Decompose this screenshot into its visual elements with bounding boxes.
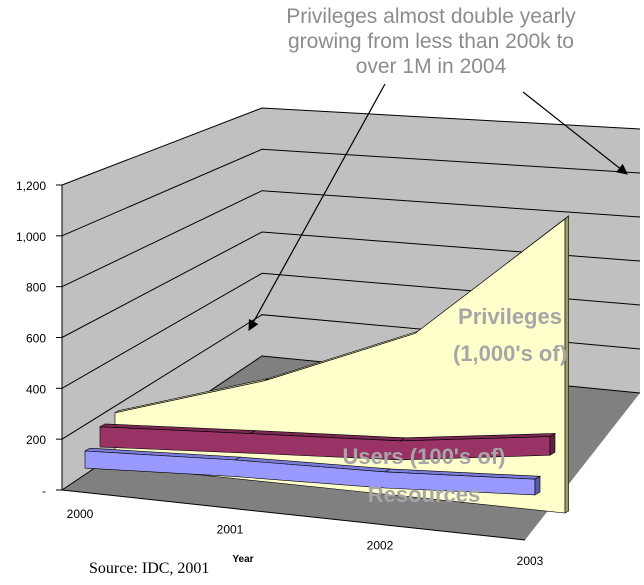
annotation-line-2: growing from less than 200k to: [288, 30, 574, 53]
y-tick-label: -: [42, 484, 46, 498]
x-tick-label: 2001: [217, 523, 244, 537]
series-resources: [83, 447, 542, 496]
series-label-users: Users (100's of): [343, 444, 506, 469]
ribbon-side: [564, 215, 569, 514]
gridline: [61, 148, 641, 237]
series-label-privileges-line-1: Privileges: [458, 304, 562, 329]
x-axis: [61, 489, 526, 541]
annotation-callout: Privileges almost double yearly growing …: [222, 4, 640, 79]
axes: - 200 400 600 800 1,000 1,200 2000 2001 2002 2003 Y…: [16, 179, 544, 568]
annotation-arrows: [248, 83, 628, 331]
left-wall: [62, 108, 262, 490]
ribbon-side: [534, 475, 541, 496]
arrow-to-2000: [248, 83, 386, 331]
annotation-line-3: over 1M in 2004: [355, 55, 507, 78]
arrow-to-2003: [522, 91, 628, 175]
annotation-line-1: Privileges almost double yearly: [286, 5, 576, 28]
y-tick-label: 1,200: [16, 179, 46, 193]
source-note: Source: IDC, 2001: [89, 560, 210, 577]
gridline: [61, 231, 641, 338]
series-label-privileges-line-2: (1,000's of): [453, 341, 567, 366]
y-tick-label: 600: [26, 332, 46, 346]
series-label-resources: Resources: [368, 482, 481, 507]
series-users: [98, 423, 557, 461]
x-tick-label: 2000: [67, 507, 94, 521]
series-ribbons: [83, 215, 569, 514]
y-tick-label: 400: [26, 382, 46, 396]
series-labels: Privileges (1,000's of) Users (100's of) Re…: [343, 304, 568, 507]
gridline: [61, 190, 641, 288]
y-tick-label: 1,000: [16, 230, 46, 244]
y-tick-label: 800: [26, 281, 46, 295]
ribbon-side: [549, 432, 556, 456]
x-tick-label: 2002: [367, 538, 394, 552]
y-tick-label: 200: [26, 433, 46, 447]
x-tick-label: 2003: [517, 554, 544, 568]
gridline: [61, 107, 641, 186]
x-axis-title: Year: [232, 554, 253, 565]
